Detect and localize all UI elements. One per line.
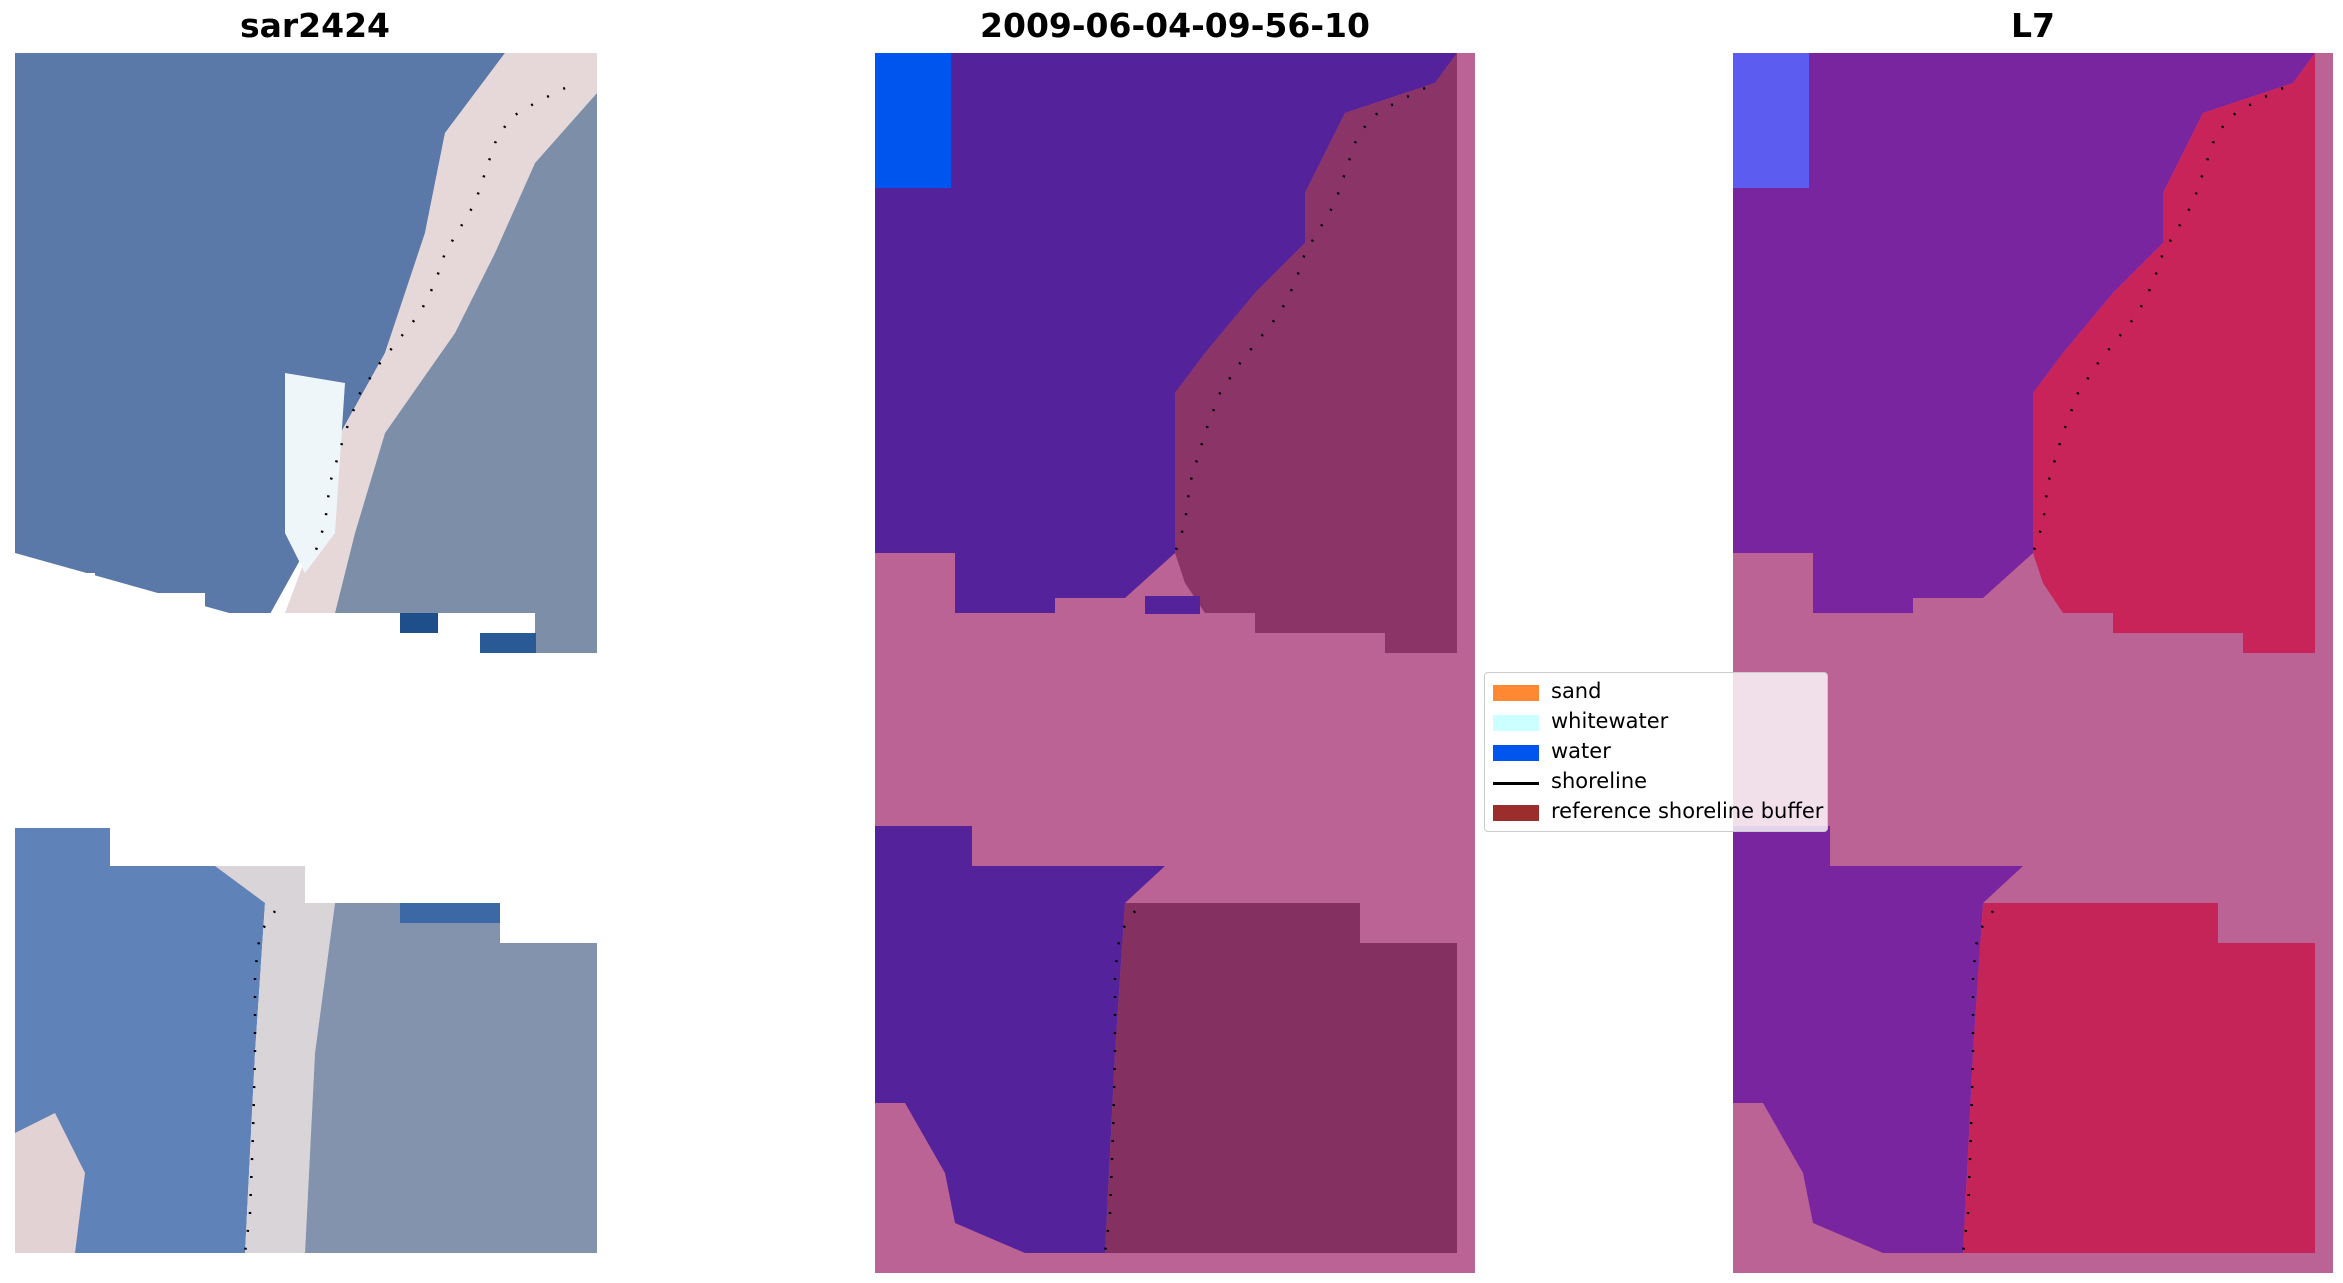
legend-item-whitewater: whitewater	[1485, 707, 1827, 737]
rgb-shoreline-bottom	[243, 910, 277, 1253]
l7-index-image	[1733, 53, 2333, 1273]
l7-land-top	[2033, 53, 2315, 653]
rgb-sand-corner	[15, 1113, 85, 1253]
rgb-land-top	[335, 93, 597, 653]
legend-swatch-water	[1493, 745, 1539, 761]
rgb-beach-top	[285, 53, 597, 613]
class-land-bottom	[1105, 903, 1457, 1253]
rgb-white-gap	[15, 653, 597, 878]
legend-swatch-sand	[1493, 685, 1539, 701]
legend-label-whitewater: whitewater	[1551, 709, 1669, 733]
title-rgb: sar2424	[239, 6, 391, 45]
classified-image	[875, 53, 1475, 1273]
classified-image-panel	[875, 53, 1475, 1273]
rgb-blue-strip	[400, 903, 500, 923]
l7-water-top	[1733, 53, 2315, 613]
title-classified: 2009-06-04-09-56-10	[980, 6, 1370, 45]
legend-label-water: water	[1551, 739, 1611, 763]
rgb-water-bottom	[15, 828, 305, 1253]
legend-item-sand: sand	[1485, 677, 1827, 707]
class-land-top	[1175, 53, 1457, 653]
class-dark-strip	[1145, 596, 1200, 614]
class-shoreline-bottom	[1103, 910, 1137, 1254]
rgb-cut-top	[15, 553, 597, 663]
legend: sand whitewater water shoreline referenc…	[1484, 672, 1828, 832]
legend-label-reference-buffer: reference shoreline buffer	[1551, 799, 1824, 823]
legend-item-reference-buffer: reference shoreline buffer	[1485, 797, 1827, 827]
rgb-dark-top-1	[400, 613, 438, 633]
l7-shoreline-bottom	[1961, 910, 1995, 1254]
rgb-white-top	[285, 373, 345, 573]
legend-swatch-reference-buffer	[1493, 805, 1539, 821]
legend-swatch-whitewater	[1493, 715, 1539, 731]
rgb-beach-bottom	[215, 866, 335, 1253]
rgb-image-panel	[15, 53, 597, 1253]
rgb-water-top	[15, 53, 505, 623]
rgb-dark-top-2	[480, 633, 536, 653]
l7-land-bottom	[1963, 903, 2315, 1253]
l7-water-bottom	[1733, 826, 2023, 1253]
rgb-land-bottom	[305, 903, 597, 1253]
class-bright-water	[875, 53, 951, 188]
title-mndwi: L7	[2011, 6, 2055, 45]
legend-item-shoreline: shoreline	[1485, 767, 1827, 797]
legend-line-shoreline	[1493, 782, 1539, 785]
rgb-image	[15, 53, 597, 1253]
class-water-top	[875, 53, 1457, 613]
legend-item-water: water	[1485, 737, 1827, 767]
legend-label-sand: sand	[1551, 679, 1602, 703]
class-water-bottom	[875, 826, 1165, 1253]
legend-label-shoreline: shoreline	[1551, 769, 1648, 793]
l7-index-panel	[1733, 53, 2333, 1273]
l7-bright-water	[1733, 53, 1809, 188]
